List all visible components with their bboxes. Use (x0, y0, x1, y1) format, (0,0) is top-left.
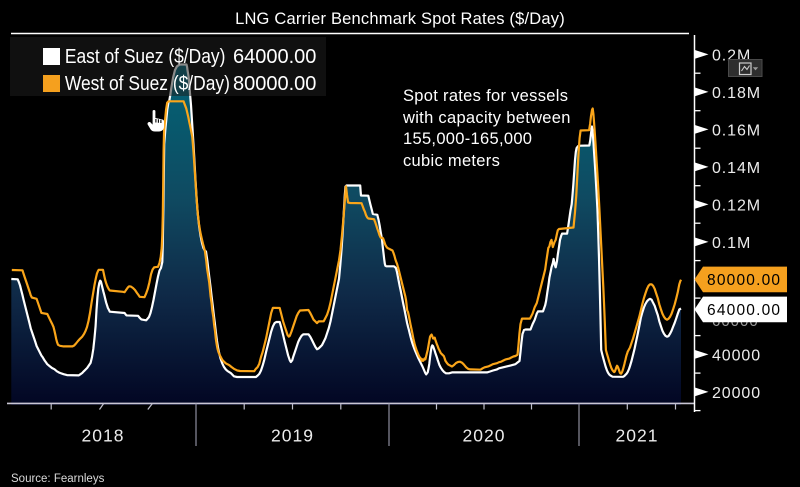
svg-text:2021: 2021 (616, 426, 659, 446)
svg-text:0.12M: 0.12M (712, 197, 761, 214)
svg-text:2019: 2019 (271, 426, 314, 446)
svg-text:0.18M: 0.18M (712, 85, 761, 102)
svg-text:0.14M: 0.14M (712, 160, 761, 177)
svg-text:2018: 2018 (82, 426, 125, 446)
svg-text:40000: 40000 (712, 347, 761, 364)
svg-text:20000: 20000 (712, 385, 761, 402)
svg-text:2020: 2020 (463, 426, 506, 446)
svg-text:0.16M: 0.16M (712, 122, 761, 139)
svg-text:80000.00: 80000.00 (707, 272, 781, 289)
svg-text:64000.00: 64000.00 (707, 302, 781, 319)
svg-text:0.1M: 0.1M (712, 235, 751, 252)
